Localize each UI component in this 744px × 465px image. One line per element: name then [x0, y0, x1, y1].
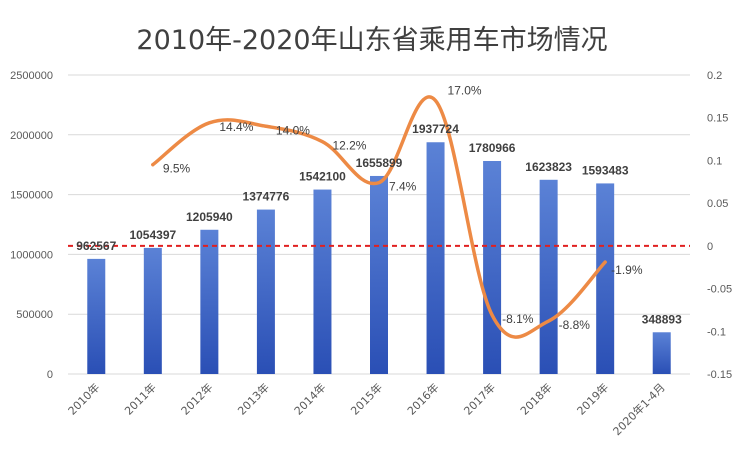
right-axis-tick-label: 0.05 [707, 198, 728, 210]
bar-value-label: 1542100 [299, 170, 346, 184]
right-axis-tick-label: -0.15 [707, 369, 732, 381]
bar [143, 247, 162, 374]
bar-value-label: 1054397 [129, 228, 176, 242]
x-axis-label: 2013年 [235, 380, 272, 417]
bar [426, 142, 445, 374]
bar-value-label: 1937724 [412, 122, 459, 136]
x-axis-label: 2012年 [178, 380, 215, 417]
chart-title: 2010年-2020年山东省乘用车市场情况 [136, 25, 608, 56]
bar-value-label: 1205940 [186, 210, 233, 224]
left-axis-tick-label: 1500000 [10, 190, 53, 202]
right-axis-tick-label: 0 [707, 241, 713, 253]
bar [87, 258, 106, 374]
bar-value-label: 1780966 [469, 141, 516, 155]
left-axis-tick-label: 2000000 [10, 130, 53, 142]
x-axis-label: 2020年1-4月 [610, 380, 668, 438]
bar [313, 189, 332, 374]
right-axis-tick-label: 0.15 [707, 113, 728, 125]
x-axis-label: 2016年 [404, 380, 441, 417]
bar [483, 160, 502, 374]
growth-value-label: 7.4% [389, 180, 417, 194]
growth-value-label: -8.8% [559, 318, 591, 332]
growth-value-label: 17.0% [448, 84, 482, 98]
bar-value-label: 1374776 [243, 190, 290, 204]
growth-value-label: -1.9% [611, 263, 643, 277]
growth-value-label: 14.4% [219, 120, 253, 134]
x-axis-label: 2019年 [574, 380, 611, 417]
bar-value-label: 348893 [642, 312, 682, 326]
left-axis-tick-label: 500000 [16, 309, 53, 321]
x-axis-label: 2011年 [121, 380, 158, 417]
growth-line [151, 95, 607, 339]
growth-line-series [151, 95, 607, 339]
left-axis-ticks: 0 500000 1000000 1500000 2000000 2500000 [10, 70, 53, 381]
right-axis-tick-label: -0.05 [707, 284, 732, 296]
bar-value-label: 962567 [76, 239, 116, 253]
x-axis-label: 2017年 [461, 380, 498, 417]
right-axis-tick-label: -0.1 [707, 326, 726, 338]
bar-value-label: 1593483 [582, 163, 629, 177]
growth-value-labels: 9.5% 14.4% 14.0% 12.2% 7.4% 17.0% -8.1% -8.8% -1… [163, 84, 643, 332]
growth-value-label: 9.5% [163, 162, 191, 176]
bar-value-label: 1623823 [525, 160, 572, 174]
x-axis-labels: 2010年 2011年 2012年 2013年 2014年 2015年 2016年 2017年… [65, 380, 668, 438]
bar [370, 175, 388, 374]
x-axis-label: 2018年 [517, 380, 554, 417]
bar [256, 209, 275, 374]
growth-value-label: 14.0% [276, 123, 310, 137]
growth-value-label: -8.1% [502, 312, 534, 326]
left-axis-tick-label: 1000000 [10, 249, 53, 261]
bar [200, 229, 219, 374]
bar [539, 179, 558, 374]
x-axis-label: 2015年 [348, 380, 385, 417]
left-axis-tick-label: 0 [47, 369, 53, 381]
bar-value-label: 1655899 [356, 156, 403, 170]
bar [652, 332, 671, 374]
right-axis-tick-label: 0.1 [707, 155, 722, 167]
x-axis-label: 2010年 [65, 380, 102, 417]
x-axis-label: 2014年 [291, 380, 328, 417]
bar-series [87, 142, 671, 374]
left-axis-tick-label: 2500000 [10, 70, 53, 82]
right-axis-ticks: -0.15 -0.1 -0.05 0 0.05 0.1 0.15 0.2 [707, 70, 732, 381]
bar [596, 183, 615, 374]
right-axis-tick-label: 0.2 [707, 70, 722, 82]
growth-value-label: 12.2% [332, 139, 366, 153]
bar-value-labels: 962567 1054397 1205940 1374776 1542100 165589… [76, 122, 682, 326]
